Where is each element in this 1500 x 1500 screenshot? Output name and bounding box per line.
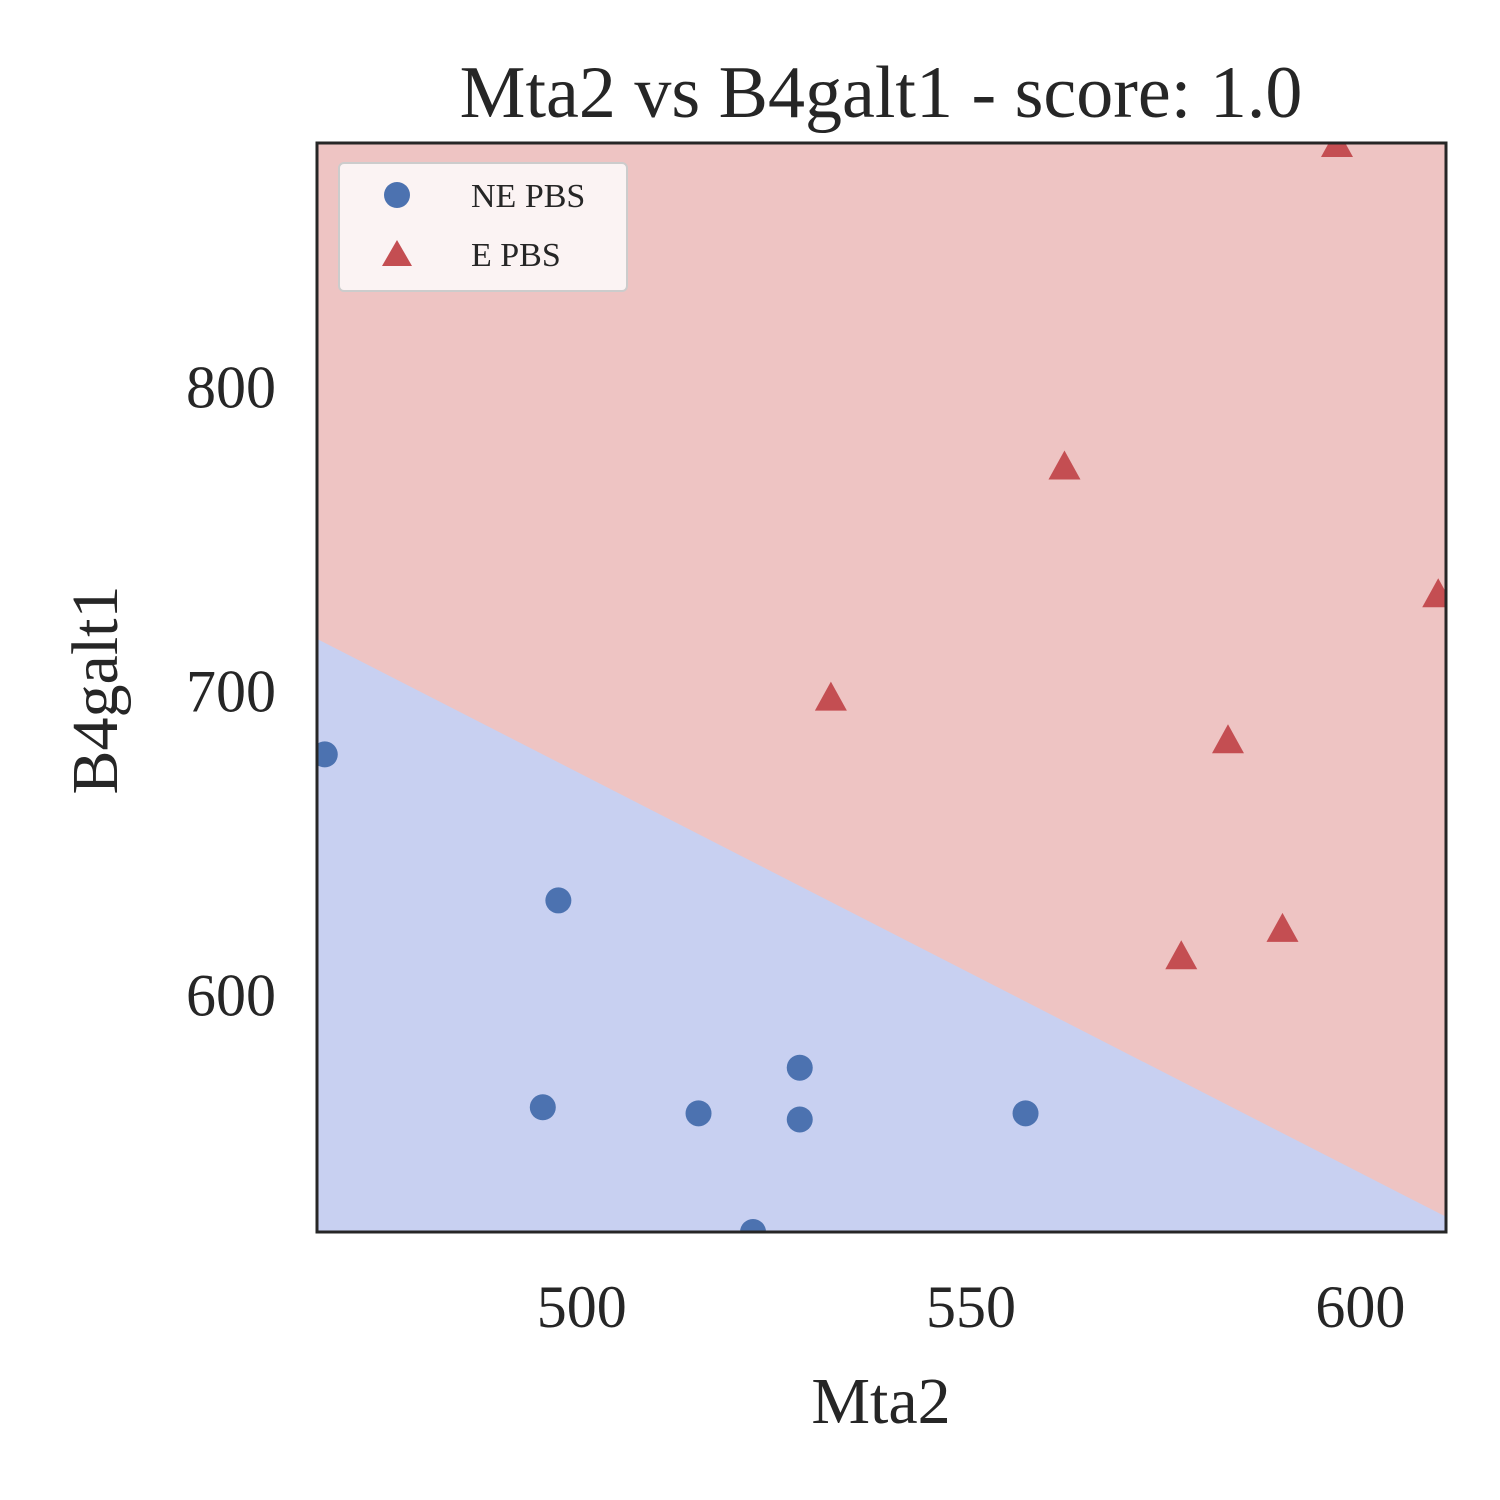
ne-pbs-point-5 xyxy=(786,1106,813,1133)
ne-pbs-point-2 xyxy=(529,1094,556,1121)
x-tick-label: 550 xyxy=(926,1274,1016,1340)
x-tick-label: 500 xyxy=(537,1274,627,1340)
e-pbs-point-2 xyxy=(1422,578,1446,608)
decision-region-ne-pbs xyxy=(317,638,1446,1232)
y-axis-label: B4galt1 xyxy=(59,586,132,795)
ne-pbs-point-6 xyxy=(740,1219,767,1232)
ne-pbs-point-0 xyxy=(317,741,338,768)
legend-marker-e-pbs xyxy=(382,240,412,266)
e-pbs-point-1 xyxy=(1048,450,1081,480)
ne-pbs-point-4 xyxy=(786,1054,813,1081)
e-pbs-point-5 xyxy=(1266,912,1299,942)
e-pbs-point-0 xyxy=(1320,143,1353,158)
x-axis-label: Mta2 xyxy=(811,1365,950,1438)
ne-pbs-point-7 xyxy=(1012,1100,1039,1127)
legend-box xyxy=(338,162,628,292)
y-tick-label: 700 xyxy=(186,659,276,725)
plot-area xyxy=(317,143,1446,1232)
x-tick-label: 600 xyxy=(1315,1274,1405,1340)
legend: NE PBS E PBS xyxy=(338,162,628,292)
ne-pbs-point-3 xyxy=(685,1100,712,1127)
e-pbs-point-4 xyxy=(1211,724,1244,754)
e-pbs-point-3 xyxy=(814,681,847,711)
legend-marker-ne-pbs xyxy=(384,182,410,208)
chart-title: Mta2 vs B4galt1 - score: 1.0 xyxy=(460,52,1303,134)
x-axis-ticks: 500 550 600 xyxy=(537,1274,1406,1340)
y-axis-ticks: 600 700 800 xyxy=(186,354,276,1028)
legend-label-e-pbs: E PBS xyxy=(471,237,561,274)
legend-label-ne-pbs: NE PBS xyxy=(471,178,585,215)
y-tick-label: 800 xyxy=(186,354,276,420)
y-tick-label: 600 xyxy=(186,963,276,1029)
plot-frame xyxy=(315,141,1448,1234)
points-layer xyxy=(317,143,1446,1232)
ne-pbs-point-1 xyxy=(545,887,572,914)
e-pbs-point-6 xyxy=(1165,940,1198,970)
